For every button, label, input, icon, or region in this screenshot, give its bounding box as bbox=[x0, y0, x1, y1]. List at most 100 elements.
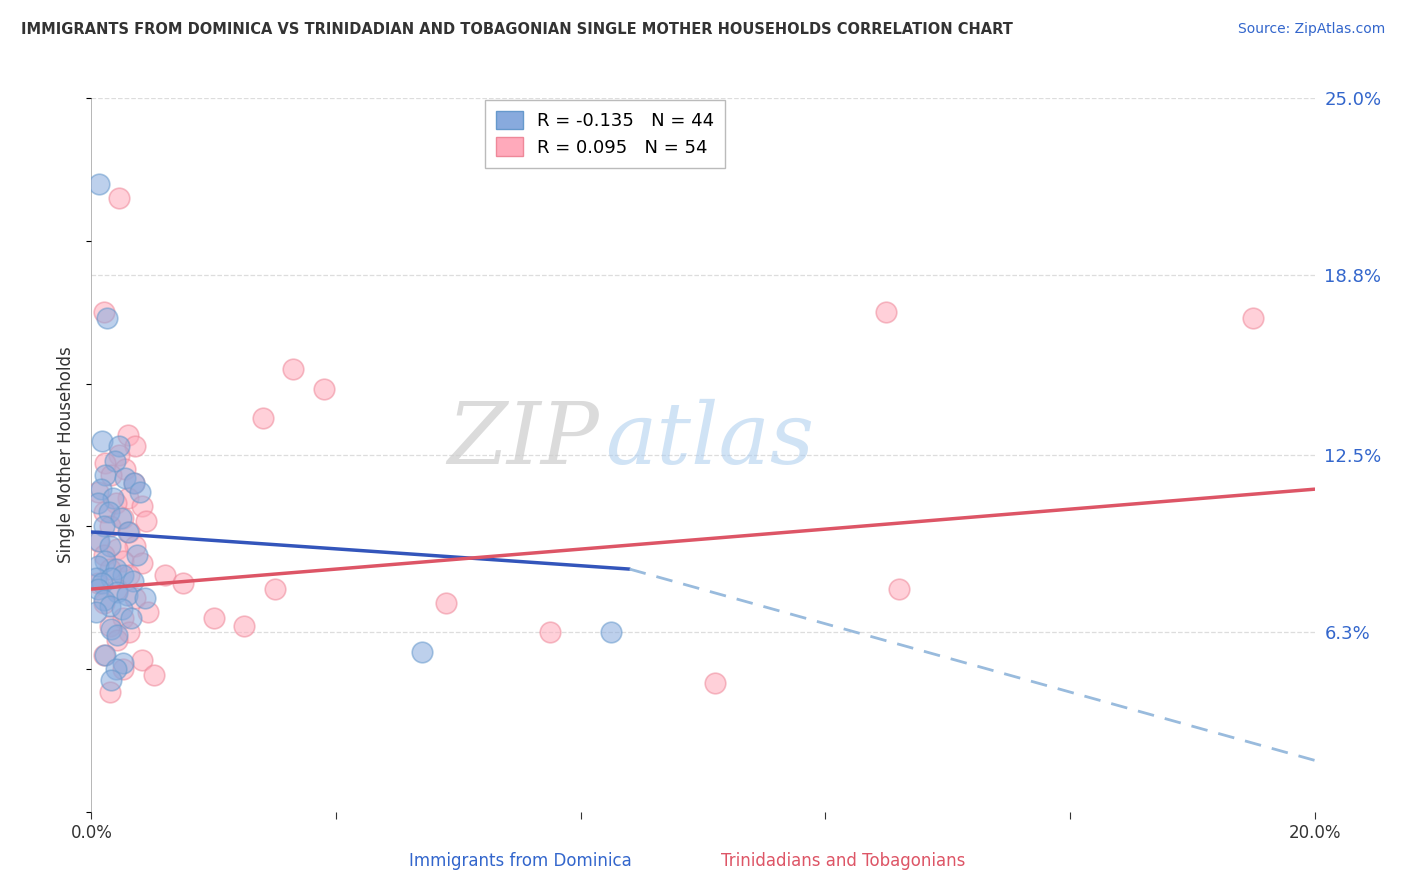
Point bbox=[1243, 310, 1265, 325]
Point bbox=[93, 593, 115, 607]
Point bbox=[108, 448, 131, 462]
Point bbox=[105, 582, 128, 596]
Point bbox=[115, 588, 138, 602]
Point bbox=[124, 539, 146, 553]
Point bbox=[93, 505, 115, 519]
Point bbox=[93, 596, 115, 610]
Text: Source: ZipAtlas.com: Source: ZipAtlas.com bbox=[1237, 22, 1385, 37]
Point bbox=[86, 576, 108, 591]
Point bbox=[93, 305, 115, 319]
Point bbox=[142, 667, 165, 681]
Point bbox=[264, 582, 287, 596]
Point bbox=[131, 500, 153, 514]
Point bbox=[114, 471, 136, 485]
Point bbox=[118, 567, 141, 582]
Point bbox=[84, 605, 107, 619]
Point bbox=[129, 485, 152, 500]
Point bbox=[93, 648, 115, 662]
Point bbox=[704, 676, 727, 690]
Point bbox=[94, 553, 117, 567]
Point bbox=[104, 662, 127, 676]
Point bbox=[114, 462, 136, 476]
Point bbox=[118, 524, 141, 539]
Point bbox=[84, 571, 107, 585]
Point bbox=[98, 599, 121, 614]
Point bbox=[122, 574, 145, 588]
Point bbox=[110, 510, 132, 524]
Point bbox=[86, 533, 108, 548]
Point bbox=[122, 476, 145, 491]
Text: atlas: atlas bbox=[605, 400, 814, 482]
Point bbox=[90, 482, 112, 496]
Point bbox=[127, 548, 149, 562]
Point bbox=[104, 562, 127, 576]
Point bbox=[87, 533, 110, 548]
Point bbox=[538, 624, 561, 639]
Point bbox=[887, 582, 910, 596]
Point bbox=[131, 653, 153, 667]
Text: Immigrants from Dominica: Immigrants from Dominica bbox=[409, 852, 631, 870]
Point bbox=[93, 519, 115, 533]
Point bbox=[108, 439, 131, 453]
Point bbox=[118, 624, 141, 639]
Point bbox=[86, 496, 108, 510]
Point bbox=[98, 619, 121, 633]
Point bbox=[124, 591, 146, 605]
Point bbox=[86, 485, 108, 500]
Point bbox=[252, 410, 274, 425]
Point bbox=[122, 476, 145, 491]
Point bbox=[96, 310, 118, 325]
Point bbox=[434, 596, 457, 610]
Point bbox=[94, 467, 117, 482]
Point bbox=[112, 567, 135, 582]
Point bbox=[86, 559, 108, 574]
Point bbox=[600, 624, 623, 639]
Text: ZIP: ZIP bbox=[447, 400, 599, 482]
Point bbox=[153, 567, 176, 582]
Point bbox=[131, 557, 153, 571]
Point bbox=[97, 505, 120, 519]
Point bbox=[134, 591, 156, 605]
Point bbox=[112, 657, 135, 671]
Y-axis label: Single Mother Households: Single Mother Households bbox=[58, 347, 76, 563]
Point bbox=[105, 542, 128, 557]
Point bbox=[233, 619, 256, 633]
Point bbox=[112, 662, 135, 676]
Point bbox=[117, 428, 139, 442]
Point bbox=[94, 457, 117, 471]
Point bbox=[136, 605, 159, 619]
Point bbox=[105, 628, 128, 642]
Point bbox=[87, 177, 110, 191]
Point bbox=[124, 439, 146, 453]
Point bbox=[875, 305, 898, 319]
Point bbox=[100, 467, 122, 482]
Point bbox=[283, 362, 305, 376]
Point bbox=[105, 633, 128, 648]
Point bbox=[100, 673, 122, 688]
Point bbox=[98, 539, 121, 553]
Point bbox=[93, 548, 115, 562]
Text: IMMIGRANTS FROM DOMINICA VS TRINIDADIAN AND TOBAGONIAN SINGLE MOTHER HOUSEHOLDS : IMMIGRANTS FROM DOMINICA VS TRINIDADIAN … bbox=[21, 22, 1012, 37]
Point bbox=[172, 576, 194, 591]
Point bbox=[135, 514, 157, 528]
Point bbox=[91, 434, 114, 448]
Point bbox=[112, 553, 135, 567]
Point bbox=[117, 524, 139, 539]
Point bbox=[86, 582, 108, 596]
Point bbox=[117, 491, 139, 505]
Point bbox=[112, 510, 135, 524]
Point bbox=[101, 491, 124, 505]
Point bbox=[120, 610, 142, 624]
Point bbox=[111, 602, 134, 616]
Point bbox=[112, 610, 135, 624]
Point bbox=[411, 645, 433, 659]
Point bbox=[108, 191, 131, 205]
Point bbox=[202, 610, 225, 624]
Point bbox=[98, 519, 121, 533]
Point bbox=[104, 496, 127, 510]
Point bbox=[91, 576, 114, 591]
Point bbox=[104, 453, 127, 467]
Point bbox=[312, 382, 335, 396]
Legend: R = -0.135   N = 44, R = 0.095   N = 54: R = -0.135 N = 44, R = 0.095 N = 54 bbox=[485, 100, 725, 168]
Point bbox=[100, 571, 122, 585]
